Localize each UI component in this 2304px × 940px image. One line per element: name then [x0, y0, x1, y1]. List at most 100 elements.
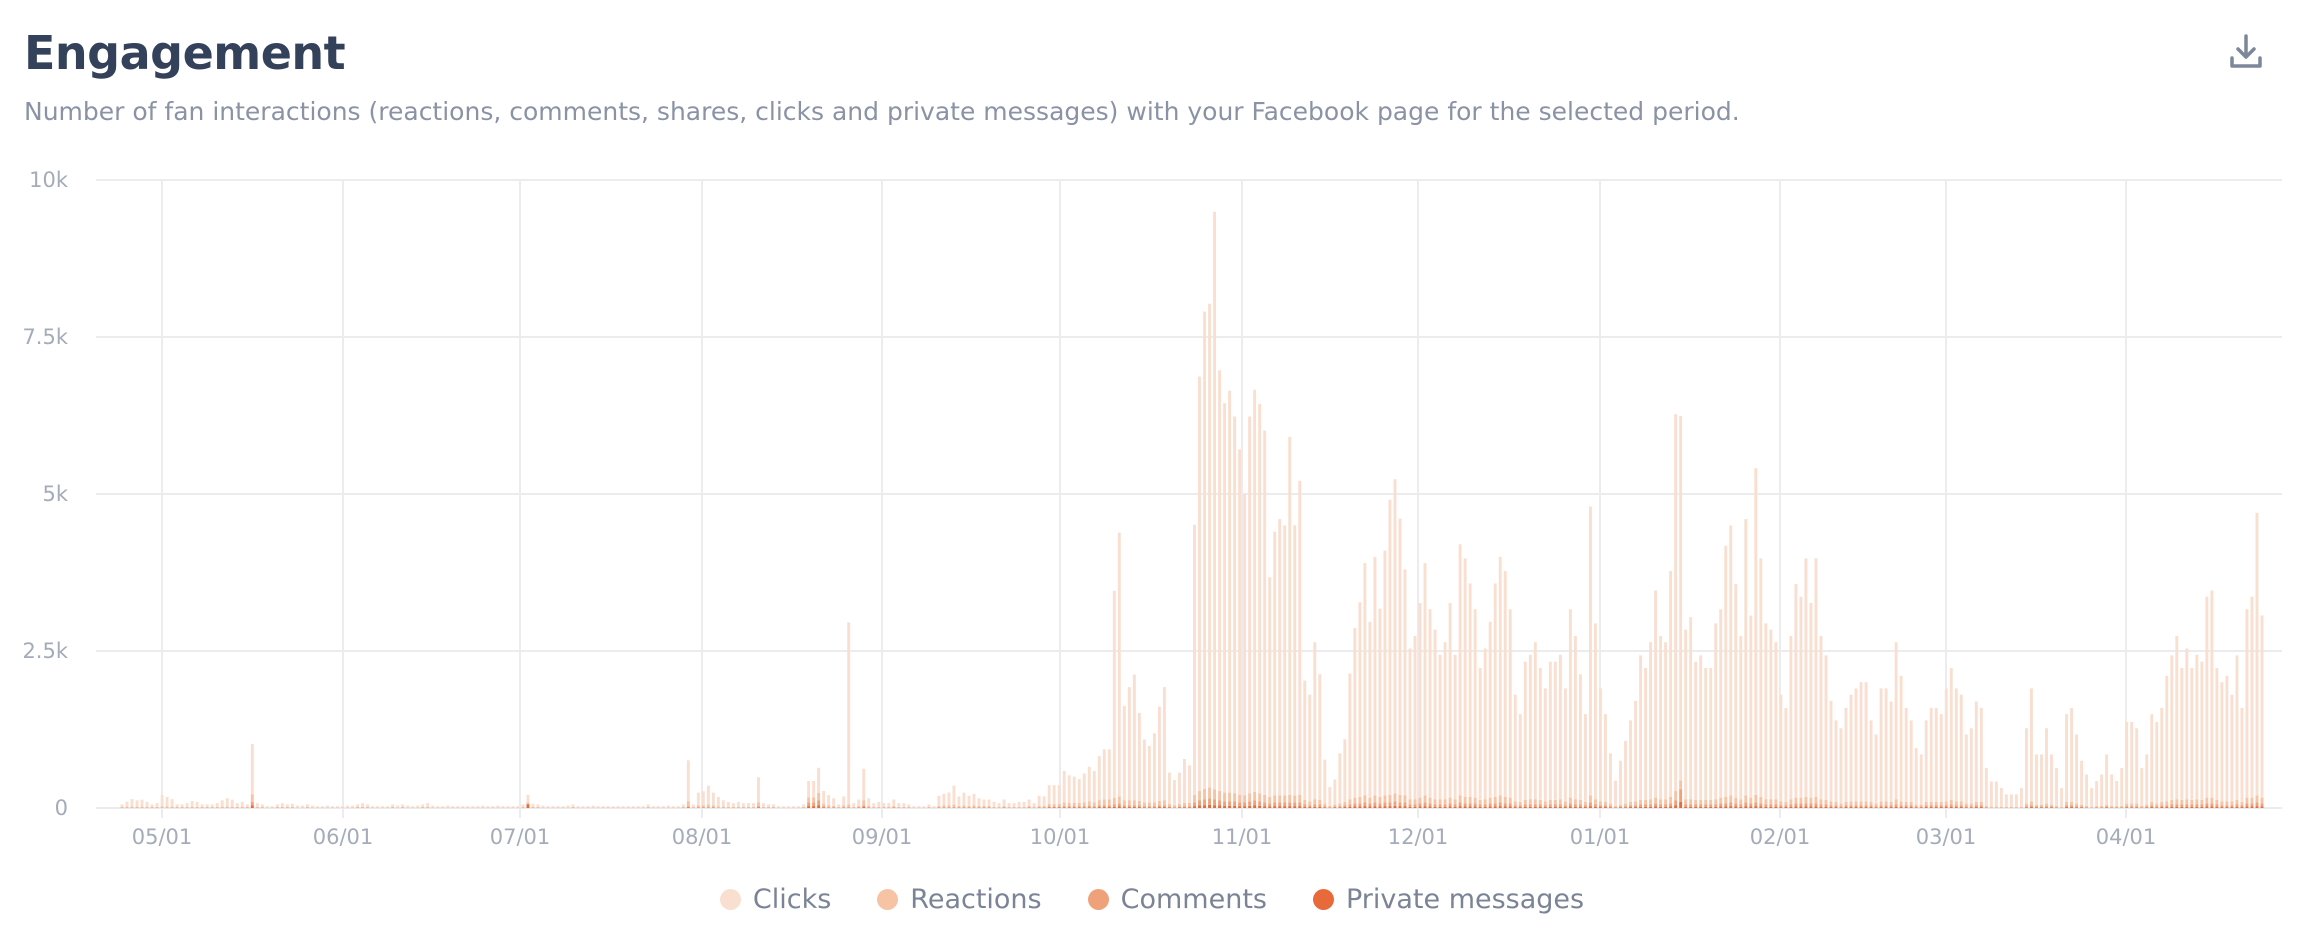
bar-clicks	[701, 791, 705, 806]
bar-clicks	[1674, 414, 1678, 792]
bar-clicks	[125, 801, 129, 807]
bar-private-messages	[686, 807, 690, 808]
bar-reactions	[1147, 802, 1151, 807]
bar-clicks	[491, 806, 495, 808]
bar-clicks	[1644, 667, 1648, 800]
bar-clicks	[1167, 772, 1171, 805]
bar-private-messages	[1082, 807, 1086, 808]
legend-item-reactions[interactable]: Reactions	[877, 884, 1042, 915]
bar-reactions	[1774, 799, 1778, 805]
bar-clicks	[646, 804, 650, 807]
bar-reactions	[421, 806, 425, 808]
bar-reactions	[807, 797, 811, 803]
legend-item-clicks[interactable]: Clicks	[719, 884, 831, 915]
bar-clicks	[466, 806, 470, 808]
bar-reactions	[165, 806, 169, 808]
bar-clicks	[2125, 721, 2129, 804]
bar-clicks	[1082, 773, 1086, 803]
bar-private-messages	[1443, 806, 1447, 808]
bar-comments	[696, 807, 700, 808]
bar-reactions	[1493, 797, 1497, 804]
bar-reactions	[1173, 805, 1176, 808]
bar-clicks	[937, 795, 941, 806]
bar-reactions	[1097, 800, 1101, 806]
bar-reactions	[185, 806, 189, 808]
bar-clicks	[912, 806, 916, 808]
bar-comments	[1578, 804, 1582, 807]
bar-reactions	[937, 805, 941, 808]
bar-reactions	[1679, 780, 1683, 790]
bar-clicks	[852, 803, 856, 807]
bar-reactions	[2250, 797, 2254, 804]
bar-private-messages	[2235, 806, 2239, 808]
bar-clicks	[2150, 714, 2154, 803]
bar-comments	[1819, 804, 1823, 807]
bar-comments	[1238, 802, 1242, 807]
bar-reactions	[812, 797, 816, 803]
bar-private-messages	[1283, 806, 1287, 808]
bar-comments	[1067, 806, 1071, 808]
bar-reactions	[2004, 806, 2008, 808]
bar-clicks	[295, 805, 299, 808]
bar-clicks	[1077, 779, 1081, 803]
bar-reactions	[1769, 799, 1773, 805]
bar-private-messages	[1057, 807, 1061, 808]
bar-private-messages	[1458, 806, 1462, 808]
bar-private-messages	[1107, 807, 1111, 808]
bar-clicks	[1087, 766, 1091, 802]
bar-clicks	[2025, 728, 2028, 804]
bar-clicks	[2140, 768, 2144, 806]
bar-reactions	[1463, 797, 1467, 804]
bar-comments	[1117, 803, 1121, 807]
bar-private-messages	[1533, 806, 1537, 808]
bar-reactions	[1969, 803, 1973, 807]
bar-reactions	[1283, 795, 1287, 803]
bar-private-messages	[1599, 807, 1602, 808]
legend-item-private-messages[interactable]: Private messages	[1312, 884, 1584, 915]
bar-reactions	[1448, 797, 1452, 804]
bar-private-messages	[1127, 807, 1131, 808]
bar-clicks	[1067, 775, 1071, 803]
bar-private-messages	[1373, 806, 1377, 808]
bar-private-messages	[2165, 807, 2169, 808]
bar-comments	[957, 807, 961, 808]
bar-comments	[1829, 805, 1833, 808]
bar-clicks	[1243, 494, 1247, 796]
bar-clicks	[1859, 682, 1863, 802]
bar-clicks	[1979, 707, 1983, 803]
bar-reactions	[1363, 795, 1367, 803]
bar-comments	[2155, 806, 2159, 808]
download-button[interactable]	[2224, 30, 2268, 74]
bar-clicks	[1739, 635, 1743, 800]
bar-reactions	[1669, 797, 1673, 804]
bar-reactions	[1027, 805, 1031, 808]
bar-comments	[1729, 802, 1733, 807]
bar-private-messages	[1433, 806, 1437, 808]
bar-clicks	[1488, 621, 1492, 798]
bar-reactions	[952, 804, 956, 808]
legend-item-comments[interactable]: Comments	[1087, 884, 1267, 915]
bar-comments	[1659, 804, 1663, 807]
bar-reactions	[1894, 799, 1898, 805]
bar-clicks	[165, 796, 169, 807]
bar-clicks	[1914, 748, 1918, 805]
bar-clicks	[1298, 480, 1302, 795]
bar-private-messages	[1363, 806, 1367, 808]
bar-private-messages	[1193, 806, 1196, 808]
bar-reactions	[1619, 804, 1622, 807]
bar-comments	[1694, 804, 1698, 807]
bar-private-messages	[1779, 807, 1783, 808]
bar-clicks	[1107, 749, 1111, 800]
bar-clicks	[1814, 558, 1818, 798]
bar-private-messages	[1964, 807, 1968, 808]
bar-clicks	[1749, 615, 1753, 798]
bar-comments	[2075, 806, 2079, 808]
bar-private-messages	[1077, 807, 1081, 808]
bar-private-messages	[1714, 806, 1718, 808]
bar-private-messages	[1924, 807, 1928, 808]
bar-clicks	[1533, 642, 1537, 800]
bar-clicks	[797, 806, 801, 808]
bar-private-messages	[2075, 807, 2079, 808]
bar-clicks	[1899, 675, 1903, 802]
bar-private-messages	[1543, 807, 1547, 808]
